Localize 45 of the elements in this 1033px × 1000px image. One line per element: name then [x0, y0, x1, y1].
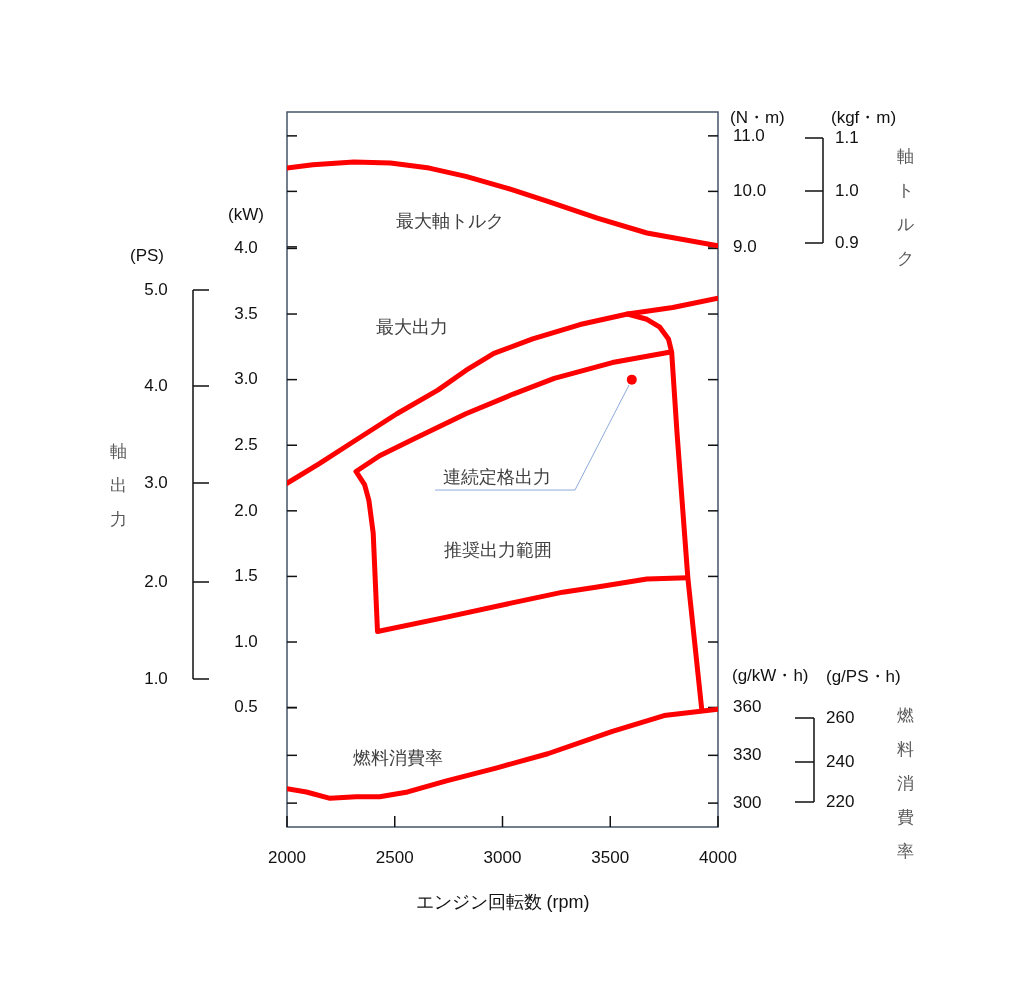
y3-tick-label: 300 — [733, 792, 762, 812]
text: 軸トルク — [896, 146, 915, 270]
y-tick-label: 3.5 — [234, 303, 258, 323]
text: 220 — [826, 791, 855, 811]
text: 最大出力 — [376, 316, 448, 337]
series-label: 推奨出力範囲 — [444, 539, 552, 560]
x-tick-label: 2500 — [375, 847, 414, 867]
y-tick-label: 0.5 — [234, 697, 258, 717]
y3-axis-title: (g/kW・h) — [732, 666, 809, 686]
text: 260 — [826, 707, 855, 727]
y2-tick-label: 11.0 — [733, 125, 765, 145]
text: 3.0 — [144, 472, 168, 492]
y3-tick-label: 330 — [733, 745, 762, 765]
text: 連続定格出力 — [443, 466, 551, 487]
text: 1.1 — [835, 127, 859, 147]
text: 1.0 — [144, 668, 168, 688]
y-axis-title: (kW) — [228, 205, 264, 225]
y-tick-label: 1.0 — [234, 631, 258, 651]
y2-tick-label: 9.0 — [733, 236, 757, 256]
text: (kgf・m) — [831, 107, 897, 127]
x-axis-title: エンジン回転数 (rpm) — [415, 891, 590, 912]
y-tick-label: 2.5 — [234, 434, 258, 454]
text: 240 — [826, 751, 855, 771]
text: 1.0 — [835, 180, 859, 200]
x-tick-label: 3500 — [591, 847, 630, 867]
x-tick-label: 2000 — [268, 847, 306, 867]
y-tick-label: 4.0 — [234, 238, 258, 258]
text: 軸出力 — [109, 441, 128, 531]
text: 2.0 — [144, 571, 168, 591]
y3-tick-label: 360 — [733, 697, 762, 717]
text: 燃料消費率 — [896, 705, 915, 863]
text: 4.0 — [144, 375, 168, 395]
y2-tick-label: 10.0 — [733, 181, 767, 201]
text: (g/PS・h) — [826, 666, 901, 686]
y-tick-label: 1.5 — [234, 566, 258, 586]
y-tick-label: 2.0 — [234, 500, 258, 520]
y-tick-label: 3.0 — [234, 369, 258, 389]
text: 5.0 — [144, 279, 168, 299]
x-tick-label: 4000 — [699, 847, 737, 867]
y2-axis-title: (N・m) — [730, 107, 785, 127]
series-label: 最大軸トルク — [396, 210, 504, 231]
text: 0.9 — [835, 232, 859, 252]
text: (PS) — [130, 245, 164, 265]
x-tick-label: 3000 — [483, 847, 522, 867]
series-label: 燃料消費率 — [353, 747, 443, 768]
